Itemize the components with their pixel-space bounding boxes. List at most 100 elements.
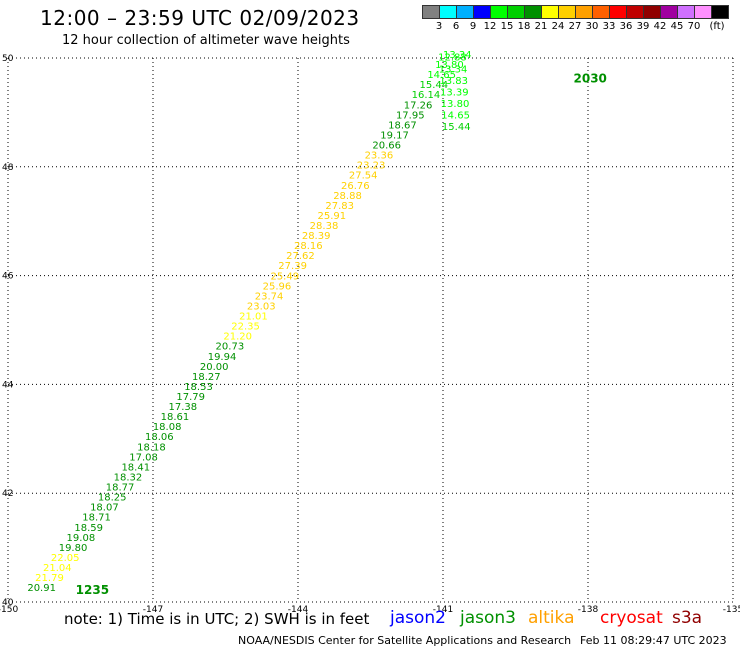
swh-value: 18.53 [184,382,213,393]
swh-value: 20.00 [200,362,229,373]
color-scale-label: 24 [551,21,565,32]
lon-tick-label: -138 [578,605,599,615]
swh-value: 13.34 [439,64,468,75]
swh-value: 28.39 [302,231,331,242]
swh-value: 15.44 [442,122,471,133]
track-time-label: 1235 [76,583,109,597]
swh-value: 14.65 [427,70,456,81]
swh-value: 25.91 [318,211,347,222]
swh-value: 23.23 [357,161,386,172]
legend-jason3: jason3 [460,608,516,628]
swh-value: 28.88 [333,191,362,202]
swh-value: 19.17 [380,130,409,141]
swh-value: 23.36 [365,151,394,162]
swh-value: 15.44 [419,80,448,91]
swh-value: 18.77 [106,483,135,494]
color-scale-label: 6 [452,21,460,32]
color-scale-label: 15 [500,21,514,32]
swh-value: 18.08 [153,422,182,433]
swh-value: 17.95 [396,110,425,121]
swh-value: 25.49 [270,271,299,282]
swh-value: 17.38 [169,402,198,413]
color-scale-label: 70 [687,21,701,32]
page-title: 12:00 – 23:59 UTC 02/09/2023 [40,6,360,30]
swh-value: 20.66 [372,141,401,152]
color-scale-label: 42 [653,21,667,32]
swh-value: 14.65 [441,111,470,122]
lat-tick-label: 42 [2,489,13,499]
lon-tick-label: -150 [0,605,18,615]
swh-value: 17.79 [176,392,205,403]
swh-value: 18.25 [98,493,127,504]
swh-value: 27.54 [349,171,378,182]
swh-value: 18.71 [82,513,111,524]
swh-value: 18.27 [192,372,221,383]
swh-value: 26.76 [341,181,370,192]
lon-tick-label: -135 [723,605,740,615]
swh-value: 20.91 [27,583,56,594]
map-gridlines [7,57,734,603]
swh-value: 17.08 [129,452,158,463]
color-scale-label: 39 [636,21,650,32]
swh-value: 13.39 [440,87,469,98]
lon-tick-label: -147 [143,605,163,615]
swh-value: 13.80 [441,99,470,110]
timestamp-text: Feb 11 08:29:47 UTC 2023 [580,634,727,647]
note-text: note: 1) Time is in UTC; 2) SWH is in fe… [64,610,370,628]
page-subtitle: 12 hour collection of altimeter wave hei… [62,33,350,48]
legend-altika: altika [528,608,575,628]
swh-value: 27.39 [278,261,307,272]
swh-value: 18.41 [121,462,150,473]
lat-tick-label: 44 [2,380,14,390]
swh-value: 18.59 [74,523,103,534]
lat-tick-label: 48 [2,163,14,173]
swh-value: 18.18 [137,442,166,453]
swh-value: 28.38 [310,221,339,232]
swh-value: 16.14 [412,90,441,101]
color-scale-label: 33 [602,21,616,32]
color-scale-label: 3 [435,21,443,32]
lon-tick-label: -144 [288,605,309,615]
track-time-label: 2030 [574,71,607,85]
color-scale-label: 9 [469,21,477,32]
color-scale-label: 36 [619,21,633,32]
legend-cryosat: cryosat [600,608,663,628]
color-swatch [711,5,729,19]
footer-note: note: 1) Time is in UTC; 2) SWH is in fe… [64,610,369,628]
swh-value: 18.06 [145,432,174,443]
swh-value: 17.26 [404,100,433,111]
swh-value: 21.79 [35,573,64,584]
lon-tick-label: -141 [433,605,453,615]
swh-value: 18.32 [114,472,143,483]
lat-tick-label: 50 [2,54,14,64]
color-scale-label: 27 [568,21,582,32]
lat-tick-label: 46 [2,272,14,282]
swh-value: 18.07 [90,503,119,514]
swh-value: 21.20 [223,332,252,343]
swh-value: 18.67 [388,120,417,131]
swh-value: 21.04 [43,563,72,574]
swh-value: 27.62 [286,251,315,262]
legend-jason2: jason2 [390,608,446,628]
swh-value: 28.16 [294,241,323,252]
swh-value: 13.34 [443,50,472,61]
legend-s3a: s3a [672,608,703,628]
swh-value: 27.83 [325,201,354,212]
color-scale-label: 18 [517,21,531,32]
color-scale-label: 45 [670,21,684,32]
swh-value: 18.61 [161,412,190,423]
swh-value: 25.96 [263,281,292,292]
swh-value: 21.01 [239,312,268,323]
color-scale-label: 12 [483,21,497,32]
swh-value: 19.08 [67,533,96,544]
swh-value: 22.05 [51,553,80,564]
swh-value: 13.83 [439,76,468,87]
swh-value: 19.80 [59,543,88,554]
swh-value: 20.73 [216,342,245,353]
color-scale-unit: (ft) [709,21,725,32]
map-tick-labels: -150 -147 -144 -141 -138 -135 50 48 46 44 42 40 [0,54,740,615]
color-scale-label: 30 [585,21,599,32]
swh-value: 12.88 [438,53,467,64]
swh-value: 22.35 [231,322,260,333]
